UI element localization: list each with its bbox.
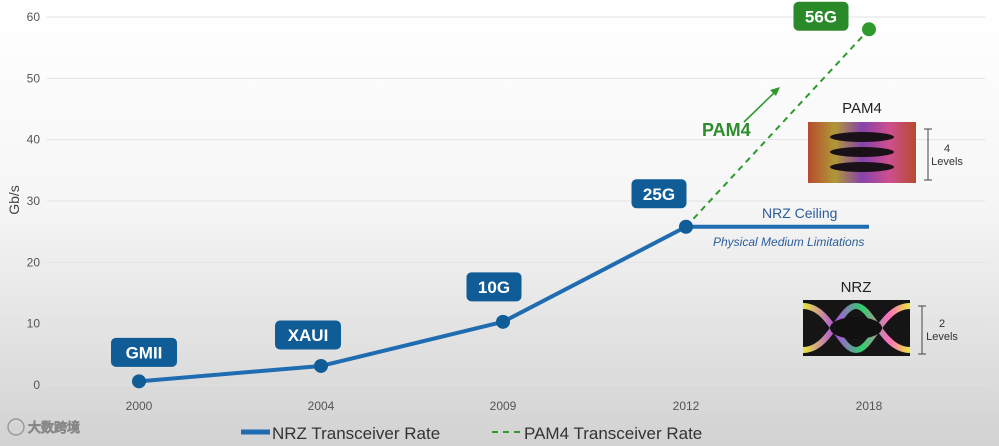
legend: NRZ Transceiver Rate PAM4 Transceiver Ra… — [241, 424, 702, 443]
nrz-eye-trace-1 — [802, 303, 911, 354]
nrz-point-marker — [679, 219, 693, 234]
nrz-eye-opening — [830, 317, 882, 339]
x-tick-label: 2009 — [490, 399, 517, 413]
nrz-levels-bracket — [918, 305, 926, 355]
legend-pam4-label: PAM4 Transceiver Rate — [524, 424, 702, 443]
y-tick-label: 0 — [33, 378, 40, 392]
y-tick-label: 10 — [27, 317, 41, 331]
pam4-eye-opening-3 — [830, 162, 894, 172]
watermark: 大数跨境 — [7, 418, 80, 436]
gridlines — [47, 16, 985, 386]
nrz-point-label-box — [275, 320, 341, 350]
watermark-text: 大数跨境 — [28, 420, 80, 435]
nrz-point-marker — [496, 314, 510, 329]
nrz-point-label-text: XAUI — [288, 326, 329, 345]
y-tick-label: 20 — [27, 255, 41, 269]
nrz-eye-trace-2 — [802, 302, 911, 353]
x-tick-label: 2004 — [308, 399, 335, 413]
nrz-point-label-text: GMII — [126, 343, 163, 362]
nrz-series-line — [138, 224, 687, 384]
pam4-point-marker — [862, 22, 876, 37]
pam4-eye-inset: PAM4 4 Levels — [808, 100, 963, 183]
pam4-levels-bracket — [924, 128, 932, 181]
x-axis: 2000 2004 2009 2012 2018 — [126, 399, 883, 413]
nrz-point-label-box — [631, 179, 687, 209]
pam4-point-label-text: 56G — [805, 7, 837, 26]
x-tick-label: 2018 — [856, 399, 883, 413]
pam4-arrowhead-icon — [770, 87, 780, 96]
ceiling-annotation: NRZ Ceiling — [762, 205, 837, 221]
pam4-annotation: PAM4 — [702, 120, 751, 140]
pam4-series-line — [685, 28, 870, 228]
legend-nrz-label: NRZ Transceiver Rate — [272, 424, 440, 443]
nrz-point-label-text: 25G — [643, 185, 675, 204]
pam4-arrow-icon — [743, 90, 777, 123]
nrz-levels-label: Levels — [926, 331, 958, 343]
y-axis: 0 10 20 30 40 50 60 — [27, 10, 41, 392]
physical-limit-annotation: Physical Medium Limitations — [713, 235, 864, 249]
pam4-levels-label: Levels — [931, 156, 963, 168]
nrz-point-label-box — [466, 272, 522, 302]
pam4-point-label-box — [793, 1, 849, 31]
point-labels: GMII XAUI 10G 25G 56G — [111, 1, 849, 367]
x-tick-label: 2000 — [126, 399, 153, 413]
pam4-levels-count: 4 — [944, 143, 950, 155]
x-tick-label: 2012 — [673, 399, 700, 413]
nrz-point-marker — [132, 374, 146, 389]
y-axis-label: Gb/s — [6, 185, 22, 215]
y-tick-label: 50 — [27, 71, 41, 85]
y-tick-label: 60 — [27, 10, 41, 24]
nrz-point-label-box — [111, 337, 177, 367]
pam4-eye-opening-1 — [830, 132, 894, 142]
y-tick-label: 40 — [27, 133, 41, 147]
nrz-eye-inset: NRZ 2 Levels — [802, 279, 958, 356]
nrz-point-label-text: 10G — [478, 278, 510, 297]
watermark-logo-icon — [7, 418, 25, 436]
nrz-levels-count: 2 — [939, 318, 945, 330]
pam4-eye-opening-2 — [830, 147, 894, 157]
series-layer — [132, 22, 876, 389]
nrz-eye-title: NRZ — [841, 279, 872, 296]
pam4-eye-title: PAM4 — [842, 100, 882, 117]
y-tick-label: 30 — [27, 194, 41, 208]
nrz-point-marker — [314, 358, 328, 373]
